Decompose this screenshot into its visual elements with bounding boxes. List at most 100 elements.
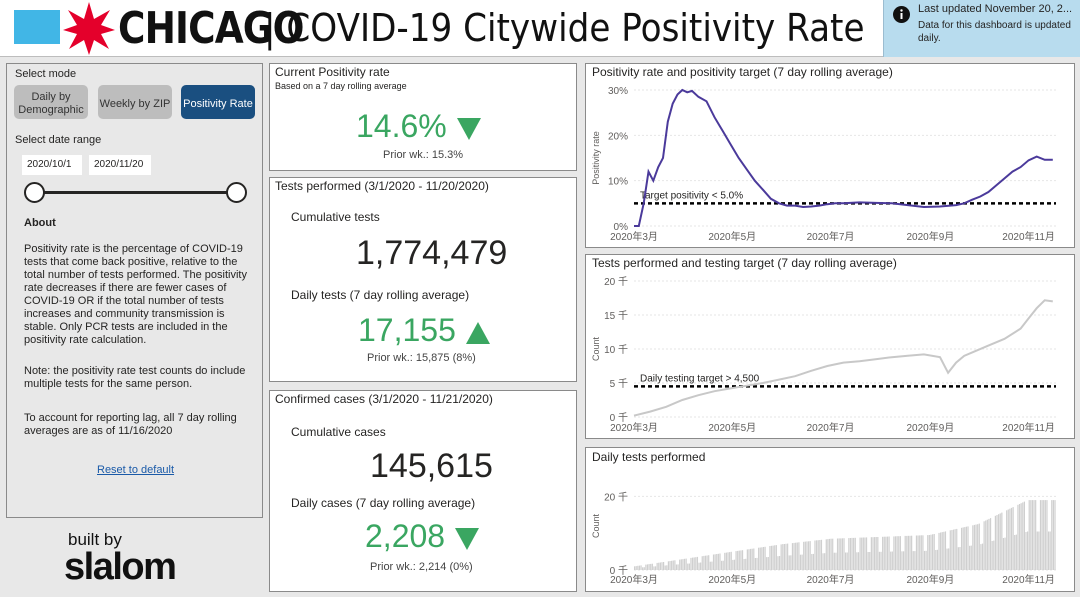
daily-tests-bar — [691, 557, 694, 570]
daily-tests-bar — [651, 563, 653, 570]
daily-tests-bar — [741, 550, 744, 570]
daily-tests-bar — [857, 552, 860, 570]
daily-tests-bar — [787, 543, 789, 570]
daily-tests-bar — [919, 535, 921, 570]
daily-tests-bar — [733, 559, 736, 570]
daily-tests-bar — [1004, 537, 1006, 570]
daily-tests-bar — [1027, 531, 1029, 570]
daily-tests-bar — [1007, 509, 1009, 570]
date-end-input[interactable]: 2020/11/20 — [89, 155, 151, 175]
date-start-input[interactable]: 2020/10/1 — [22, 155, 82, 175]
daily-tests-bar — [667, 561, 670, 570]
daily-tests-bar — [896, 536, 898, 570]
daily-tests-bar — [729, 552, 731, 570]
daily-tests-bar — [809, 541, 811, 570]
daily-tests-bar — [965, 526, 968, 570]
daily-tests-bar — [832, 538, 834, 570]
daily-cases-value: 2,208 — [365, 518, 446, 554]
daily-tests-bar — [738, 550, 740, 570]
daily-tests-bar — [1036, 531, 1038, 570]
daily-tests-bar — [658, 562, 660, 570]
daily-tests-bar — [952, 529, 955, 570]
info-icon — [893, 6, 910, 23]
daily-tests-bar — [724, 552, 726, 570]
daily-tests-bar — [759, 547, 761, 570]
y-tick-label: 20 千 — [604, 276, 628, 288]
daily-tests-bar — [925, 550, 927, 570]
tests-chart-panel: Tests performed and testing target (7 da… — [585, 254, 1075, 439]
daily-tests-bar — [1014, 535, 1016, 570]
daily-tests-bar — [885, 536, 887, 570]
daily-tests-bar — [745, 558, 747, 570]
daily-tests-bar — [683, 558, 686, 570]
mode-button-weekly-zip[interactable]: Weekly by ZIP — [98, 85, 172, 119]
daily-tests-bar — [696, 556, 699, 570]
daily-tests-bar — [1049, 531, 1051, 570]
daily-tests-bar — [688, 563, 690, 570]
daily-tests-bar — [666, 565, 668, 570]
date-range-slider-track[interactable] — [34, 191, 236, 194]
daily-tests-bar — [928, 535, 930, 570]
daily-tests-bar — [1002, 538, 1005, 570]
y-tick-label: 10 千 — [604, 344, 628, 356]
daily-tests-bar — [719, 553, 721, 570]
daily-tests-bar — [804, 541, 806, 570]
daily-tests-bar — [785, 543, 787, 570]
daily-tests-bar — [695, 557, 697, 570]
mode-button-positivity-rate[interactable]: Positivity Rate — [181, 85, 255, 119]
daily-tests-bar — [777, 556, 779, 570]
daily-tests-bar — [642, 567, 644, 570]
daily-tests-bar — [735, 551, 737, 570]
x-tick-label: 2020年7月 — [807, 573, 855, 586]
daily-tests-bar — [793, 542, 795, 570]
daily-tests-bar — [772, 545, 774, 570]
x-tick-label: 2020年3月 — [610, 421, 658, 434]
daily-tests-bar — [727, 552, 729, 570]
daily-tests-bar — [1020, 503, 1022, 570]
cumulative-tests-value: 1,774,479 — [356, 234, 508, 272]
daily-tests-bar — [867, 552, 869, 570]
daily-tests-bar — [869, 552, 871, 570]
daily-tests-bar — [717, 553, 719, 570]
daily-cases-prior-week: Prior wk.: 2,214 (0%) — [370, 561, 473, 573]
daily-tests-bar — [833, 552, 835, 570]
y-tick-label: 15 千 — [604, 310, 628, 322]
daily-tests-bar — [743, 559, 745, 570]
daily-tests-bar — [643, 567, 645, 570]
x-tick-label: 2020年11月 — [1002, 230, 1055, 243]
mode-button-daily-demographic[interactable]: Daily by Demographic — [14, 85, 88, 119]
daily-tests-bar — [774, 545, 776, 570]
daily-tests-bar — [909, 535, 911, 570]
date-range-slider-start-handle[interactable] — [24, 182, 45, 203]
y-tick-label: 0 千 — [610, 565, 628, 577]
daily-tests-bar — [807, 541, 810, 570]
daily-tests-bar — [827, 539, 829, 570]
daily-tests-bar — [1044, 500, 1046, 570]
cumulative-cases-label: Cumulative cases — [291, 425, 386, 439]
daily-tests-bar — [687, 563, 689, 570]
daily-tests-bar — [767, 557, 769, 570]
daily-tests-bar — [761, 547, 763, 570]
daily-tests-bar — [704, 555, 707, 570]
reset-to-default-link[interactable]: Reset to default — [97, 464, 175, 476]
daily-tests-bar — [690, 557, 692, 570]
select-mode-label: Select mode — [15, 68, 77, 80]
tests-performed-card: Tests performed (3/1/2020 - 11/20/2020) … — [269, 177, 577, 382]
x-tick-label: 2020年5月 — [708, 230, 756, 243]
daily-tests-bar — [957, 547, 959, 570]
y-tick-label: 20 千 — [604, 491, 628, 503]
daily-tests-bar — [669, 561, 671, 570]
daily-tests-bar — [977, 524, 979, 570]
x-tick-label: 2020年5月 — [708, 421, 756, 434]
date-range-label: Select date range — [15, 134, 102, 146]
daily-tests-bar — [853, 537, 855, 570]
daily-tests-bar — [766, 557, 768, 570]
slalom-logo: slalom — [64, 546, 177, 588]
positivity-value: 14.6% — [356, 108, 447, 144]
daily-tests-bar — [882, 536, 884, 570]
target-label: Target positivity < 5.0% — [640, 190, 743, 201]
daily-tests-bar — [778, 556, 781, 570]
daily-tests-bar — [634, 566, 636, 570]
chicago-flag-blue-block — [14, 10, 60, 44]
date-range-slider-end-handle[interactable] — [226, 182, 247, 203]
